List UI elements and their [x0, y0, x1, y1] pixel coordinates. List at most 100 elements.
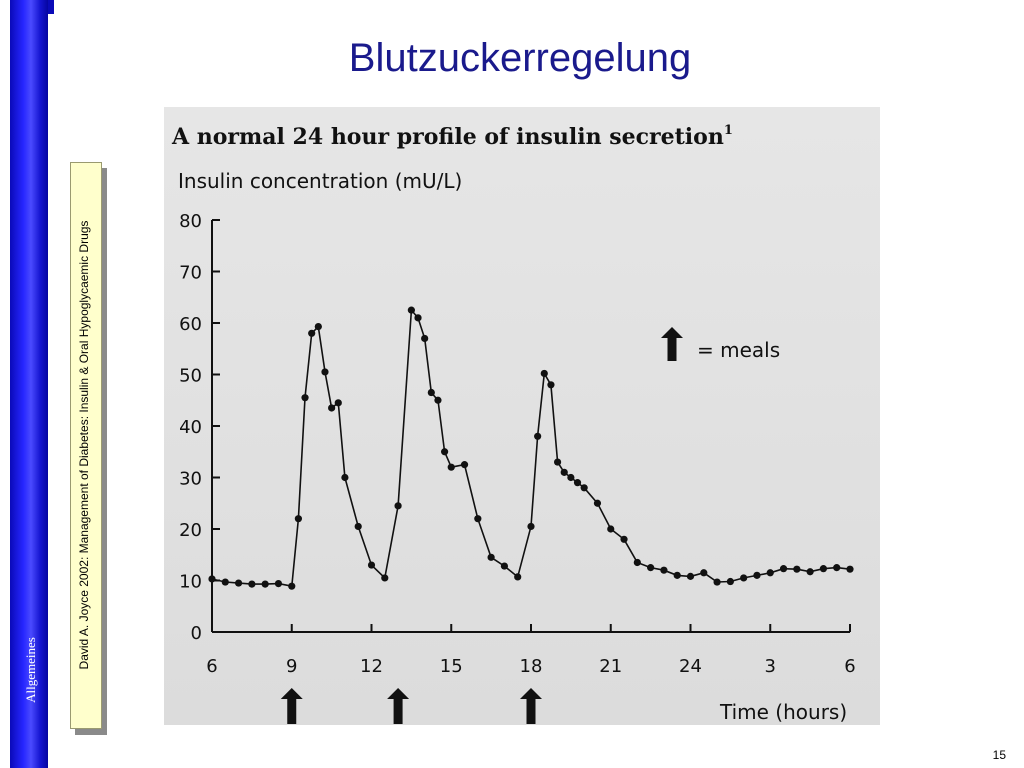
y-tick-label-10: 10: [179, 572, 202, 593]
data-point-6: [288, 582, 296, 590]
data-point-29: [500, 562, 509, 570]
data-point-53: [766, 569, 774, 577]
data-point-11: [321, 368, 329, 376]
data-point-23: [434, 396, 442, 404]
data-point-19: [407, 306, 415, 314]
data-point-5: [274, 579, 283, 588]
data-point-38: [573, 479, 582, 487]
meal-arrow-0: [280, 688, 303, 724]
data-point-18: [394, 502, 402, 510]
data-point-43: [633, 558, 641, 567]
y-tick-label-30: 30: [179, 469, 202, 490]
data-point-35: [553, 458, 562, 466]
x-tick-label-8: 6: [844, 656, 855, 677]
series-layer: [208, 306, 854, 590]
data-point-59: [846, 565, 854, 573]
data-point-3: [248, 580, 256, 588]
y-tick-label-50: 50: [179, 366, 202, 387]
citation-box: David A. Joyce 2002: Management of Diabe…: [70, 162, 102, 729]
data-point-39: [580, 484, 588, 492]
x-tick-label-0: 6: [206, 656, 217, 677]
data-point-20: [414, 314, 422, 322]
data-point-8: [301, 394, 309, 402]
y-tick-label-80: 80: [179, 211, 202, 232]
page-number: 15: [992, 748, 1006, 762]
data-point-15: [354, 522, 362, 531]
y-tick-label-70: 70: [179, 263, 202, 284]
legend-marker: [661, 327, 683, 361]
meal-arrow-1: [387, 688, 410, 724]
y-tick-label-20: 20: [179, 520, 202, 541]
sidebar-label: Allgemeines: [23, 637, 38, 703]
x-tick-label-3: 15: [440, 656, 463, 677]
legend-arrow-icon: [661, 327, 683, 361]
data-point-28: [487, 553, 495, 561]
sidebar: Allgemeines: [0, 0, 54, 768]
y-axis-label: Insulin concentration (mU/L): [178, 169, 462, 193]
x-tick-label-5: 21: [599, 656, 622, 677]
data-point-40: [593, 499, 602, 507]
data-point-10: [314, 323, 322, 331]
chart-text-layer: A normal 24 hour profile of insulin secr…: [171, 123, 847, 724]
sidebar-cap: [48, 0, 54, 14]
tick-layer: 0 10 20 30 40 50 60 70 80 6 9 12 15 18 21 24 3 6: [179, 211, 856, 677]
data-point-32: [534, 432, 542, 440]
data-point-34: [547, 381, 555, 389]
data-point-13: [334, 399, 342, 407]
x-tick-label-4: 18: [520, 656, 543, 677]
data-point-55: [793, 565, 801, 573]
y-tick-label-60: 60: [179, 314, 202, 335]
axes: [211, 220, 850, 633]
data-point-56: [806, 568, 814, 576]
meal-arrows: [280, 688, 542, 724]
x-axis-label: Time (hours): [719, 700, 847, 724]
data-point-9: [308, 329, 316, 337]
data-point-1: [221, 578, 229, 586]
sidebar-bar: [10, 0, 48, 768]
chart-title-superscript: 1: [724, 123, 733, 138]
data-point-45: [660, 566, 668, 574]
y-tick-label-0: 0: [191, 623, 202, 644]
x-tick-label-7: 3: [765, 656, 776, 677]
data-point-41: [607, 525, 615, 533]
meal-arrow-2: [520, 688, 542, 724]
data-point-48: [700, 569, 708, 577]
chart-title: A normal 24 hour profile of insulin secr…: [171, 123, 733, 150]
data-point-46: [673, 571, 681, 579]
data-point-50: [726, 577, 734, 586]
data-point-7: [294, 515, 302, 523]
data-point-14: [341, 473, 349, 482]
data-point-25: [447, 463, 455, 471]
x-tick-label-6: 24: [679, 656, 702, 677]
data-point-51: [740, 574, 748, 582]
y-tick-label-40: 40: [179, 417, 202, 438]
data-point-49: [713, 578, 721, 586]
data-point-33: [540, 369, 548, 378]
legend-label: = meals: [697, 338, 780, 362]
data-point-24: [441, 448, 449, 456]
data-point-42: [620, 535, 628, 543]
data-point-12: [328, 404, 336, 412]
data-point-26: [460, 461, 469, 469]
data-point-27: [474, 515, 482, 523]
data-point-36: [560, 468, 568, 476]
data-point-17: [381, 574, 389, 582]
data-point-4: [261, 580, 269, 588]
citation-text: David A. Joyce 2002: Management of Diabe…: [77, 220, 91, 670]
data-point-31: [527, 522, 535, 531]
data-point-52: [753, 571, 761, 579]
data-point-16: [367, 561, 376, 569]
data-point-21: [421, 334, 429, 343]
x-tick-label-2: 12: [360, 656, 383, 677]
data-point-54: [779, 565, 788, 573]
chart-title-text: A normal 24 hour profile of insulin secr…: [171, 124, 724, 150]
x-tick-label-1: 9: [286, 656, 297, 677]
insulin-chart: A normal 24 hour profile of insulin secr…: [171, 123, 856, 724]
data-point-2: [234, 579, 243, 587]
data-point-0: [208, 575, 216, 583]
data-point-37: [567, 473, 575, 482]
chart-figure: A normal 24 hour profile of insulin secr…: [164, 107, 880, 725]
data-point-47: [686, 572, 695, 580]
data-point-22: [427, 388, 435, 397]
data-point-58: [833, 564, 841, 572]
